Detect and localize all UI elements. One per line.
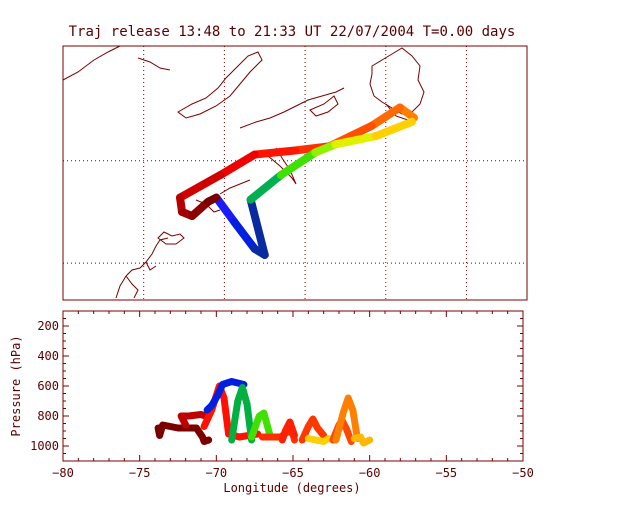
x-axis-label: Longitude (degrees) — [223, 481, 360, 495]
trajectory-segment — [276, 148, 320, 180]
coastline-segment — [145, 261, 157, 271]
map-frame — [62, 45, 528, 301]
pressure-series-line — [350, 433, 374, 447]
trajectory-segment — [371, 117, 417, 141]
map-gridlines — [63, 46, 527, 300]
trajectory-segment — [246, 195, 269, 259]
coastline-segment — [239, 87, 345, 129]
pressure-series-line — [278, 418, 298, 444]
trajectory-segment — [176, 171, 225, 202]
coastline-segment — [385, 103, 409, 121]
pressure-series-line — [203, 378, 248, 414]
pressure-series-line — [332, 394, 361, 444]
pressure-series — [154, 378, 374, 447]
x-tick-label: −70 — [205, 466, 227, 480]
coastline-segment — [115, 237, 169, 299]
chart-title: Traj release 13:48 to 21:33 UT 22/07/200… — [69, 24, 516, 40]
x-tick-label: −75 — [129, 466, 151, 480]
coastline-segment — [195, 199, 221, 213]
pressure-series-line — [298, 415, 328, 444]
x-tick-label: −50 — [512, 466, 534, 480]
coastline-segment — [309, 95, 339, 117]
coastline-segment — [62, 45, 121, 81]
coastline-segment — [369, 47, 425, 115]
coastline-segment — [267, 147, 297, 185]
y-tick-label: 400 — [37, 349, 59, 363]
pressure-axis-ticks: −80 −75 −70 −65 −60 −55 −50 200 400 600 800 1000 — [30, 310, 534, 480]
y-tick-label: 800 — [37, 409, 59, 423]
coastline-segment — [219, 179, 251, 195]
trajectory-segment — [367, 103, 404, 130]
map-panel — [62, 45, 528, 301]
trajectory-segment — [331, 132, 380, 149]
pressure-series-line — [228, 384, 256, 444]
coastline-segment — [177, 51, 263, 119]
trajectory-segment — [250, 146, 299, 159]
y-axis-label: Pressure (hPa) — [9, 335, 23, 436]
coastline — [62, 45, 425, 299]
trajectory-segment — [216, 150, 259, 180]
coastline-segment — [157, 231, 185, 245]
pressure-series-line — [177, 411, 210, 429]
pressure-panel: −80 −75 −70 −65 −60 −55 −50 200 400 600 800 1000 Lo… — [9, 310, 534, 495]
coastline-segment — [125, 275, 139, 299]
y-tick-label: 200 — [37, 319, 59, 333]
trajectory-segment — [246, 171, 285, 204]
trajectory-segment — [230, 218, 259, 253]
coastline-segment — [137, 57, 171, 71]
pressure-series-line — [248, 409, 274, 441]
trajectory-segment — [204, 193, 221, 206]
y-tick-label: 600 — [37, 379, 59, 393]
x-tick-label: −60 — [359, 466, 381, 480]
y-tick-label: 1000 — [30, 439, 59, 453]
x-tick-label: −55 — [435, 466, 457, 480]
trajectory-map — [176, 103, 419, 259]
x-tick-label: −65 — [282, 466, 304, 480]
trajectory-segment — [212, 193, 239, 227]
x-tick-label: −80 — [52, 466, 74, 480]
